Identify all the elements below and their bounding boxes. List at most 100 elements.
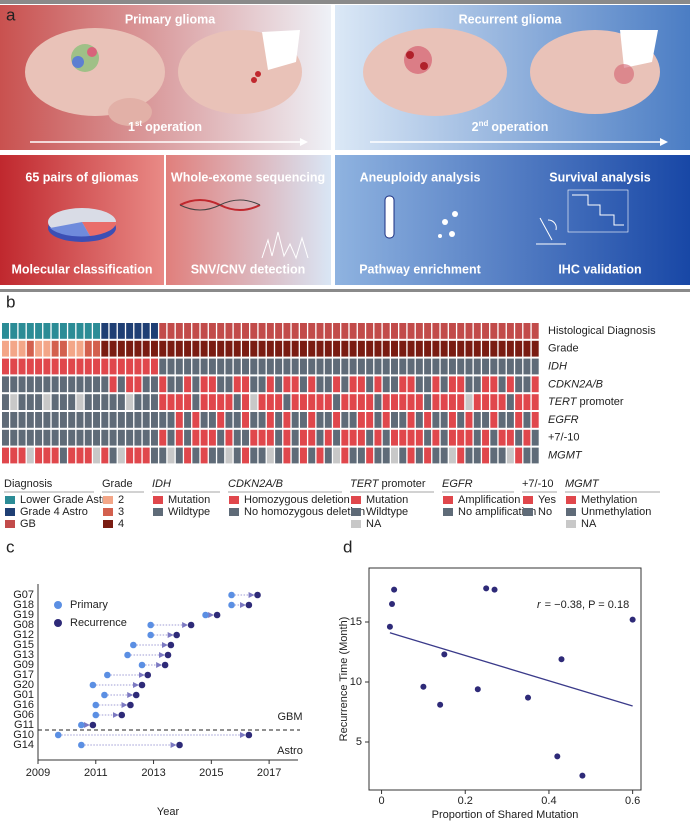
cell — [117, 376, 125, 393]
legend-marker — [54, 601, 62, 609]
row-label: IDH — [548, 360, 567, 372]
cell — [175, 376, 183, 393]
cell — [43, 412, 51, 428]
label-part: TERT — [548, 396, 578, 408]
cell — [407, 429, 415, 446]
cell — [506, 394, 514, 410]
cell — [506, 340, 514, 357]
cell — [366, 358, 374, 375]
cell — [299, 394, 307, 410]
cell — [357, 429, 365, 446]
cell — [192, 358, 200, 375]
x-tick-label: 2017 — [257, 767, 281, 779]
step-label: 1st operation — [128, 119, 202, 134]
cell — [341, 412, 349, 428]
cell — [506, 447, 514, 464]
cell — [200, 340, 208, 357]
cell — [192, 394, 200, 410]
cell — [531, 358, 539, 375]
cell — [523, 412, 531, 428]
cell — [357, 323, 365, 339]
legend-label: NA — [581, 518, 597, 530]
cell — [498, 340, 506, 357]
x-axis-label: Year — [157, 806, 180, 818]
cell — [208, 376, 216, 393]
cell — [374, 323, 382, 339]
point — [132, 691, 140, 699]
cell — [357, 412, 365, 428]
cell — [134, 429, 142, 446]
cell — [283, 394, 291, 410]
cell — [43, 358, 51, 375]
cell — [399, 376, 407, 393]
cell — [225, 340, 233, 357]
cell — [531, 447, 539, 464]
point — [558, 656, 565, 663]
plot-frame — [368, 567, 642, 791]
cell — [333, 447, 341, 464]
cell — [324, 447, 332, 464]
panel-a: a Primary glioma Recurrent glioma 1st ope… — [0, 0, 690, 292]
cell — [440, 340, 448, 357]
cell — [399, 323, 407, 339]
cell — [150, 358, 158, 375]
cell — [415, 358, 423, 375]
microscope-icon — [536, 217, 566, 245]
cell — [357, 447, 365, 464]
cell — [76, 323, 84, 339]
legend-title: EGFR — [442, 478, 473, 490]
cell — [43, 376, 51, 393]
row-label: TERT promoter — [548, 396, 624, 408]
label-part: CDKN2A/B — [548, 378, 603, 390]
cell — [10, 358, 18, 375]
cell — [382, 447, 390, 464]
box-title: Aneuploidy analysis — [360, 170, 481, 184]
scene-title: Recurrent glioma — [459, 12, 563, 26]
row-label: Grade — [548, 343, 579, 355]
cell — [432, 340, 440, 357]
cell — [84, 376, 92, 393]
y-tick-label: G13 — [13, 649, 34, 661]
cell — [291, 447, 299, 464]
legend-swatch — [566, 520, 576, 528]
cell — [275, 429, 283, 446]
cell — [465, 358, 473, 375]
point — [138, 661, 146, 669]
cell — [117, 358, 125, 375]
step-label: 2nd operation — [472, 119, 549, 134]
legend-label: Homozygous deletion — [244, 494, 350, 506]
point — [101, 691, 108, 699]
cell — [457, 429, 465, 446]
cell — [515, 447, 523, 464]
cell — [399, 394, 407, 410]
cell — [374, 412, 382, 428]
cell — [515, 340, 523, 357]
cell — [391, 323, 398, 339]
cell — [448, 376, 456, 393]
cell — [283, 412, 291, 428]
cell — [324, 412, 332, 428]
cell — [250, 323, 258, 339]
x-axis-label: Proportion of Shared Mutation — [432, 809, 579, 821]
cell — [208, 447, 216, 464]
cell — [68, 394, 76, 410]
legend-swatch — [566, 508, 576, 516]
cell — [424, 447, 432, 464]
cell — [448, 412, 456, 428]
cell — [159, 429, 167, 446]
cell — [349, 376, 357, 393]
point — [104, 671, 111, 679]
cell — [233, 394, 241, 410]
legend-swatch — [443, 508, 453, 516]
cell — [490, 323, 498, 339]
cell — [43, 429, 51, 446]
cell — [184, 340, 192, 357]
cell — [2, 394, 9, 410]
y-tick-label: 15 — [350, 616, 362, 628]
legend-swatch — [229, 496, 239, 504]
cell — [357, 358, 365, 375]
cell — [457, 447, 465, 464]
cell — [465, 376, 473, 393]
cell — [10, 447, 18, 464]
label-part: EGFR — [442, 478, 473, 490]
